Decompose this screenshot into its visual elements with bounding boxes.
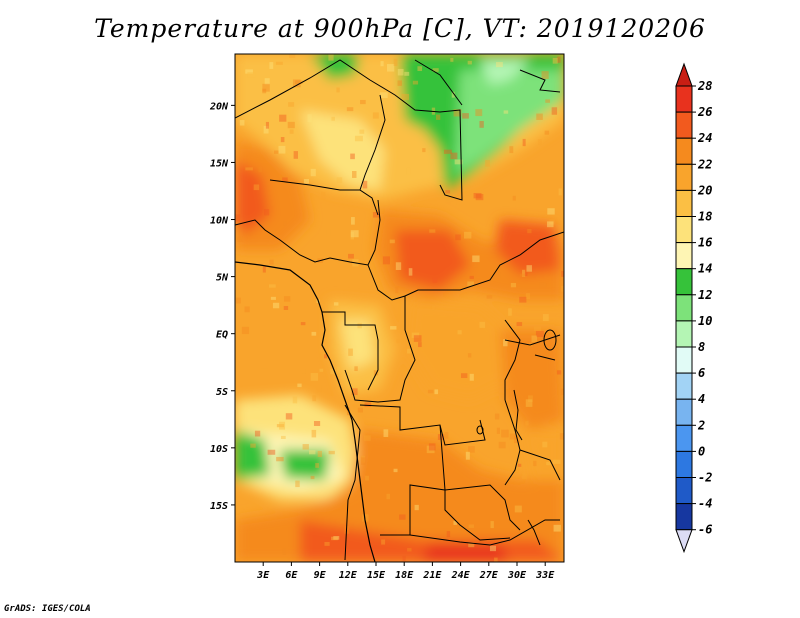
lat-tick-label: 10N (210, 216, 229, 227)
map-frame (234, 53, 565, 563)
lon-tick-label: 6E (285, 570, 298, 581)
colorbar-label: 14 (698, 262, 712, 276)
colorbar-label: 20 (697, 183, 712, 197)
colorbar-label: 12 (698, 288, 712, 302)
colorbar-segment (675, 294, 693, 322)
colorbar-label: 22 (697, 157, 712, 171)
colorbar-label: 24 (697, 131, 712, 145)
colorbar-segment (675, 503, 693, 531)
lat-tick-label: 5N (216, 273, 229, 284)
colorbar-segment (675, 398, 693, 426)
lon-tick-label: 24E (451, 570, 471, 581)
colorbar-segment (675, 450, 693, 478)
credit-text: GrADS: IGES/COLA (4, 604, 91, 614)
colorbar-under-arrow (675, 529, 693, 554)
colorbar-segment (675, 137, 693, 165)
coastline (235, 261, 376, 562)
lon-tick-label: 27E (479, 570, 499, 581)
colorbar-over-arrow (675, 62, 693, 87)
lon-tick-label: 9E (314, 570, 327, 581)
colorbar-segment (675, 424, 693, 452)
colorbar-segment (675, 163, 693, 191)
lon-tick-label: 15E (367, 570, 386, 581)
lon-tick-label: 21E (422, 570, 442, 581)
colorbar-segment (675, 372, 693, 400)
colorbar-label: 6 (698, 366, 705, 380)
lat-tick-label: EQ (216, 330, 228, 341)
lat-tick-label: 20N (209, 101, 229, 112)
colorbar-segment (675, 189, 693, 217)
colorbar-label: 10 (698, 314, 712, 328)
lon-tick-label: 18E (395, 570, 414, 581)
lon-tick-label: 30E (507, 570, 527, 581)
lon-tick-label: 12E (339, 570, 358, 581)
colorbar-segment (675, 85, 693, 113)
longitude-axis: 3E 6E 9E 12E 15E 18E 21E 24E 27E 30E 33E (256, 562, 555, 581)
lakes (476, 329, 557, 546)
colorbar-label: -2 (698, 471, 712, 485)
colorbar-segment (675, 268, 693, 296)
colorbar-segment (675, 111, 693, 139)
colorbar-segment (675, 346, 693, 374)
lat-tick-label: 10S (210, 444, 228, 455)
lat-tick-label: 15N (210, 158, 229, 169)
colorbar-segment (675, 477, 693, 505)
lon-tick-label: 3E (256, 570, 270, 581)
field-texture (235, 54, 564, 562)
temperature-field (235, 54, 564, 562)
colorbar-label: 8 (698, 340, 705, 354)
colorbar-label: 28 (697, 79, 712, 93)
page-title: Temperature at 900hPa [C], VT: 201912020… (94, 14, 706, 43)
colorbar-label: 2 (697, 418, 705, 432)
lat-tick-label: 5S (216, 387, 228, 398)
colorbar-label: 16 (698, 236, 712, 250)
lat-tick-label: 15S (210, 501, 228, 512)
colorbar-segment (675, 242, 693, 270)
latitude-axis: 20N 15N 10N 5N EQ 5S 10S 15S (209, 101, 235, 512)
colorbar-label: -4 (698, 497, 712, 511)
country-borders (235, 59, 564, 561)
colorbar-label: 18 (698, 210, 712, 224)
colorbar-label: -6 (698, 523, 712, 537)
colorbar-label: 0 (698, 444, 705, 458)
colorbar-segment (675, 320, 693, 348)
lon-tick-label: 33E (535, 570, 555, 581)
colorbar-segment (675, 216, 693, 244)
colorbar-label: 26 (697, 105, 712, 119)
colorbar-label: 4 (698, 392, 705, 406)
